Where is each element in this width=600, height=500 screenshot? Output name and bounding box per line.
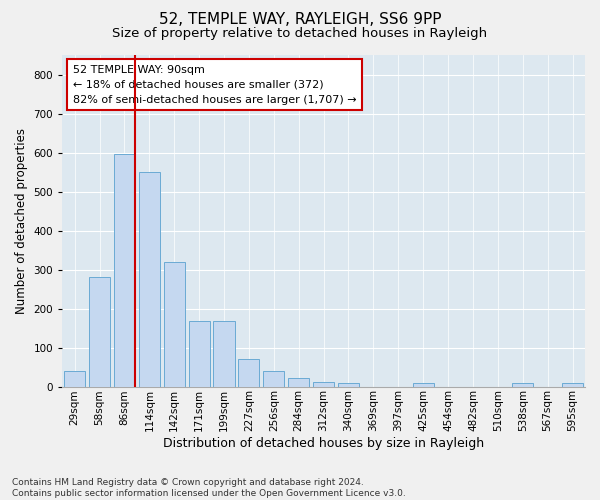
- Bar: [238, 359, 259, 386]
- Bar: [413, 384, 434, 386]
- Bar: [188, 321, 210, 386]
- Bar: [89, 278, 110, 386]
- X-axis label: Distribution of detached houses by size in Rayleigh: Distribution of detached houses by size …: [163, 437, 484, 450]
- Text: 52, TEMPLE WAY, RAYLEIGH, SS6 9PP: 52, TEMPLE WAY, RAYLEIGH, SS6 9PP: [159, 12, 441, 28]
- Y-axis label: Number of detached properties: Number of detached properties: [15, 128, 28, 314]
- Bar: [338, 382, 359, 386]
- Bar: [114, 154, 135, 386]
- Bar: [313, 382, 334, 386]
- Bar: [512, 382, 533, 386]
- Bar: [263, 371, 284, 386]
- Bar: [214, 321, 235, 386]
- Bar: [139, 172, 160, 386]
- Bar: [64, 371, 85, 386]
- Text: Contains HM Land Registry data © Crown copyright and database right 2024.
Contai: Contains HM Land Registry data © Crown c…: [12, 478, 406, 498]
- Text: Size of property relative to detached houses in Rayleigh: Size of property relative to detached ho…: [112, 28, 488, 40]
- Bar: [562, 382, 583, 386]
- Text: 52 TEMPLE WAY: 90sqm
← 18% of detached houses are smaller (372)
82% of semi-deta: 52 TEMPLE WAY: 90sqm ← 18% of detached h…: [73, 65, 356, 104]
- Bar: [288, 378, 309, 386]
- Bar: [164, 262, 185, 386]
